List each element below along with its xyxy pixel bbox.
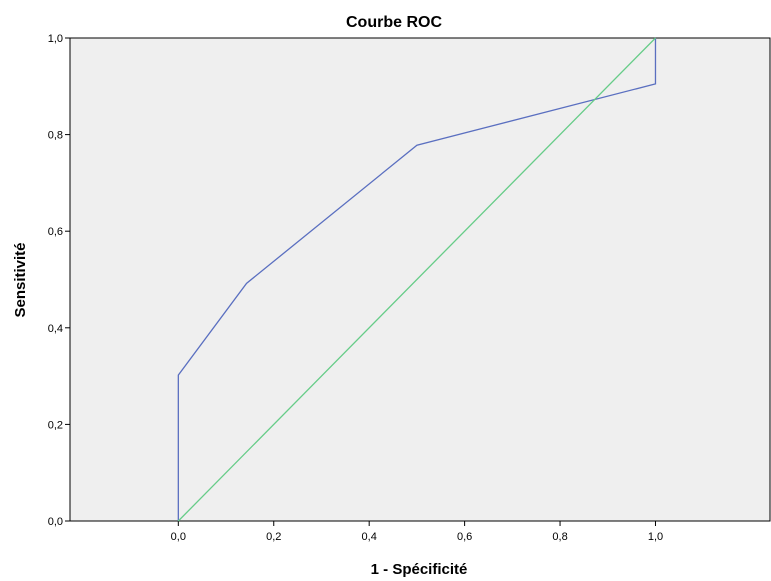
series-layer bbox=[177, 37, 657, 522]
x-tick-label: 0,6 bbox=[457, 531, 472, 543]
chart-title: Courbe ROC bbox=[346, 14, 442, 31]
x-tick-label: 0,2 bbox=[266, 531, 281, 543]
x-axis-title: 1 - Spécificité bbox=[371, 561, 468, 578]
x-tick-label: 1,0 bbox=[648, 531, 663, 543]
x-tick-label: 0,4 bbox=[362, 531, 377, 543]
y-tick-label: 0,2 bbox=[48, 419, 63, 431]
y-tick-label: 0,0 bbox=[48, 516, 63, 528]
y-axis-title: Sensitivité bbox=[12, 242, 29, 317]
roc-curve-line bbox=[177, 38, 657, 521]
y-tick-label: 0,8 bbox=[48, 130, 63, 142]
y-tick-label: 0,4 bbox=[48, 323, 63, 335]
x-axis-ticks: 0,0 0,2 0,4 0,6 0,8 1,0 bbox=[171, 521, 663, 543]
reference-diagonal-line bbox=[177, 37, 656, 522]
y-tick-label: 1,0 bbox=[48, 33, 63, 45]
x-tick-label: 0,0 bbox=[171, 531, 186, 543]
y-tick-label: 0,6 bbox=[48, 226, 63, 238]
x-tick-label: 0,8 bbox=[552, 531, 567, 543]
y-axis-ticks: 0,0 0,2 0,4 0,6 0,8 1,0 bbox=[48, 33, 70, 528]
plot-area bbox=[69, 37, 771, 522]
